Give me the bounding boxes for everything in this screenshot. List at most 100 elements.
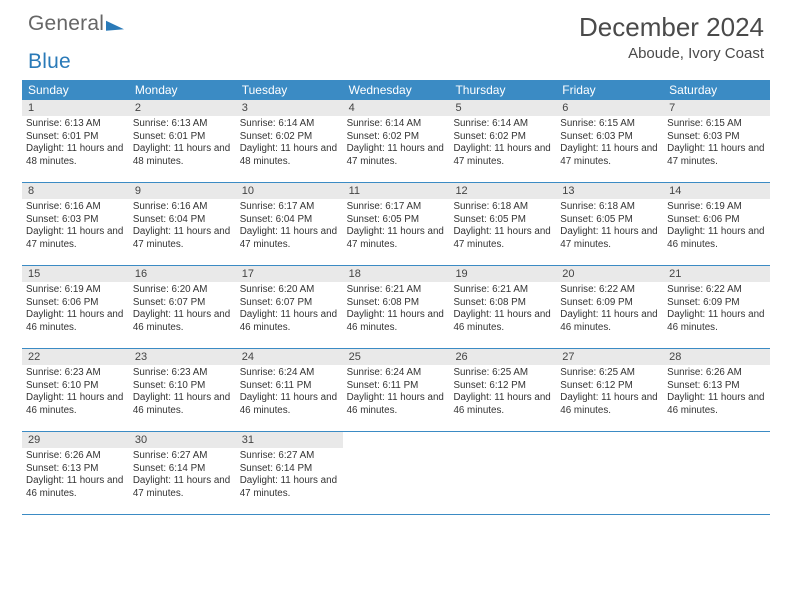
daylight-line: Daylight: 11 hours and 46 minutes. xyxy=(133,309,232,334)
logo-triangle-icon xyxy=(106,19,124,31)
day-content: Sunrise: 6:24 AMSunset: 6:11 PMDaylight:… xyxy=(236,365,343,421)
day-header: Tuesday xyxy=(236,80,343,100)
day-header: Thursday xyxy=(449,80,556,100)
day-content: Sunrise: 6:14 AMSunset: 6:02 PMDaylight:… xyxy=(343,116,450,172)
daylight-line: Daylight: 11 hours and 46 minutes. xyxy=(347,392,446,417)
day-header-row: SundayMondayTuesdayWednesdayThursdayFrid… xyxy=(22,80,770,100)
day-number: 12 xyxy=(449,183,556,199)
day-cell: 5Sunrise: 6:14 AMSunset: 6:02 PMDaylight… xyxy=(449,100,556,182)
sunrise-line: Sunrise: 6:19 AM xyxy=(26,284,125,297)
day-cell: 20Sunrise: 6:22 AMSunset: 6:09 PMDayligh… xyxy=(556,266,663,348)
week-row: 29Sunrise: 6:26 AMSunset: 6:13 PMDayligh… xyxy=(22,432,770,515)
sunrise-line: Sunrise: 6:22 AM xyxy=(560,284,659,297)
day-content: Sunrise: 6:14 AMSunset: 6:02 PMDaylight:… xyxy=(449,116,556,172)
sunset-line: Sunset: 6:11 PM xyxy=(347,380,446,393)
calendar-grid: SundayMondayTuesdayWednesdayThursdayFrid… xyxy=(0,74,792,515)
day-content: Sunrise: 6:16 AMSunset: 6:04 PMDaylight:… xyxy=(129,199,236,255)
day-number: 8 xyxy=(22,183,129,199)
day-cell: 29Sunrise: 6:26 AMSunset: 6:13 PMDayligh… xyxy=(22,432,129,514)
week-row: 22Sunrise: 6:23 AMSunset: 6:10 PMDayligh… xyxy=(22,349,770,432)
day-content: Sunrise: 6:21 AMSunset: 6:08 PMDaylight:… xyxy=(449,282,556,338)
day-content: Sunrise: 6:20 AMSunset: 6:07 PMDaylight:… xyxy=(129,282,236,338)
day-number: 18 xyxy=(343,266,450,282)
daylight-line: Daylight: 11 hours and 46 minutes. xyxy=(667,309,766,334)
day-number: 1 xyxy=(22,100,129,116)
sunrise-line: Sunrise: 6:14 AM xyxy=(453,118,552,131)
day-content: Sunrise: 6:16 AMSunset: 6:03 PMDaylight:… xyxy=(22,199,129,255)
day-cell: 27Sunrise: 6:25 AMSunset: 6:12 PMDayligh… xyxy=(556,349,663,431)
day-number: 14 xyxy=(663,183,770,199)
day-content: Sunrise: 6:26 AMSunset: 6:13 PMDaylight:… xyxy=(663,365,770,421)
day-cell: 13Sunrise: 6:18 AMSunset: 6:05 PMDayligh… xyxy=(556,183,663,265)
sunrise-line: Sunrise: 6:24 AM xyxy=(347,367,446,380)
sunrise-line: Sunrise: 6:15 AM xyxy=(560,118,659,131)
daylight-line: Daylight: 11 hours and 47 minutes. xyxy=(560,226,659,251)
sunset-line: Sunset: 6:04 PM xyxy=(133,214,232,227)
daylight-line: Daylight: 11 hours and 47 minutes. xyxy=(240,226,339,251)
daylight-line: Daylight: 11 hours and 47 minutes. xyxy=(133,475,232,500)
day-cell: 12Sunrise: 6:18 AMSunset: 6:05 PMDayligh… xyxy=(449,183,556,265)
day-number: 2 xyxy=(129,100,236,116)
day-cell: 22Sunrise: 6:23 AMSunset: 6:10 PMDayligh… xyxy=(22,349,129,431)
sunset-line: Sunset: 6:12 PM xyxy=(560,380,659,393)
sunset-line: Sunset: 6:13 PM xyxy=(667,380,766,393)
day-content: Sunrise: 6:24 AMSunset: 6:11 PMDaylight:… xyxy=(343,365,450,421)
month-title: December 2024 xyxy=(579,12,764,43)
sunset-line: Sunset: 6:05 PM xyxy=(560,214,659,227)
sunset-line: Sunset: 6:03 PM xyxy=(26,214,125,227)
day-number: 11 xyxy=(343,183,450,199)
daylight-line: Daylight: 11 hours and 48 minutes. xyxy=(26,143,125,168)
daylight-line: Daylight: 11 hours and 46 minutes. xyxy=(347,309,446,334)
sunrise-line: Sunrise: 6:18 AM xyxy=(453,201,552,214)
day-content: Sunrise: 6:17 AMSunset: 6:05 PMDaylight:… xyxy=(343,199,450,255)
sunrise-line: Sunrise: 6:26 AM xyxy=(26,450,125,463)
day-cell: 17Sunrise: 6:20 AMSunset: 6:07 PMDayligh… xyxy=(236,266,343,348)
daylight-line: Daylight: 11 hours and 46 minutes. xyxy=(667,392,766,417)
daylight-line: Daylight: 11 hours and 46 minutes. xyxy=(240,309,339,334)
day-number: 19 xyxy=(449,266,556,282)
logo: General xyxy=(28,12,124,36)
day-cell: 4Sunrise: 6:14 AMSunset: 6:02 PMDaylight… xyxy=(343,100,450,182)
day-number: 29 xyxy=(22,432,129,448)
day-cell: 15Sunrise: 6:19 AMSunset: 6:06 PMDayligh… xyxy=(22,266,129,348)
daylight-line: Daylight: 11 hours and 46 minutes. xyxy=(26,475,125,500)
sunrise-line: Sunrise: 6:25 AM xyxy=(453,367,552,380)
day-cell: 14Sunrise: 6:19 AMSunset: 6:06 PMDayligh… xyxy=(663,183,770,265)
day-header: Wednesday xyxy=(343,80,450,100)
sunset-line: Sunset: 6:04 PM xyxy=(240,214,339,227)
day-number: 21 xyxy=(663,266,770,282)
sunrise-line: Sunrise: 6:24 AM xyxy=(240,367,339,380)
day-cell: 18Sunrise: 6:21 AMSunset: 6:08 PMDayligh… xyxy=(343,266,450,348)
day-content: Sunrise: 6:23 AMSunset: 6:10 PMDaylight:… xyxy=(22,365,129,421)
day-number: 22 xyxy=(22,349,129,365)
sunset-line: Sunset: 6:06 PM xyxy=(26,297,125,310)
day-number: 31 xyxy=(236,432,343,448)
day-cell xyxy=(556,432,663,514)
sunrise-line: Sunrise: 6:17 AM xyxy=(240,201,339,214)
day-cell: 1Sunrise: 6:13 AMSunset: 6:01 PMDaylight… xyxy=(22,100,129,182)
sunset-line: Sunset: 6:09 PM xyxy=(667,297,766,310)
day-number: 27 xyxy=(556,349,663,365)
daylight-line: Daylight: 11 hours and 47 minutes. xyxy=(26,226,125,251)
week-row: 1Sunrise: 6:13 AMSunset: 6:01 PMDaylight… xyxy=(22,100,770,183)
day-content: Sunrise: 6:19 AMSunset: 6:06 PMDaylight:… xyxy=(22,282,129,338)
sunset-line: Sunset: 6:02 PM xyxy=(240,131,339,144)
sunrise-line: Sunrise: 6:15 AM xyxy=(667,118,766,131)
day-content: Sunrise: 6:27 AMSunset: 6:14 PMDaylight:… xyxy=(236,448,343,504)
week-row: 15Sunrise: 6:19 AMSunset: 6:06 PMDayligh… xyxy=(22,266,770,349)
sunrise-line: Sunrise: 6:23 AM xyxy=(26,367,125,380)
sunset-line: Sunset: 6:03 PM xyxy=(560,131,659,144)
day-cell: 25Sunrise: 6:24 AMSunset: 6:11 PMDayligh… xyxy=(343,349,450,431)
daylight-line: Daylight: 11 hours and 46 minutes. xyxy=(453,309,552,334)
daylight-line: Daylight: 11 hours and 46 minutes. xyxy=(560,392,659,417)
daylight-line: Daylight: 11 hours and 46 minutes. xyxy=(240,392,339,417)
sunset-line: Sunset: 6:07 PM xyxy=(240,297,339,310)
logo-text-blue: Blue xyxy=(28,50,71,74)
day-content: Sunrise: 6:19 AMSunset: 6:06 PMDaylight:… xyxy=(663,199,770,255)
daylight-line: Daylight: 11 hours and 47 minutes. xyxy=(453,143,552,168)
day-content: Sunrise: 6:18 AMSunset: 6:05 PMDaylight:… xyxy=(449,199,556,255)
day-content: Sunrise: 6:17 AMSunset: 6:04 PMDaylight:… xyxy=(236,199,343,255)
day-cell xyxy=(343,432,450,514)
day-cell xyxy=(663,432,770,514)
day-content: Sunrise: 6:20 AMSunset: 6:07 PMDaylight:… xyxy=(236,282,343,338)
